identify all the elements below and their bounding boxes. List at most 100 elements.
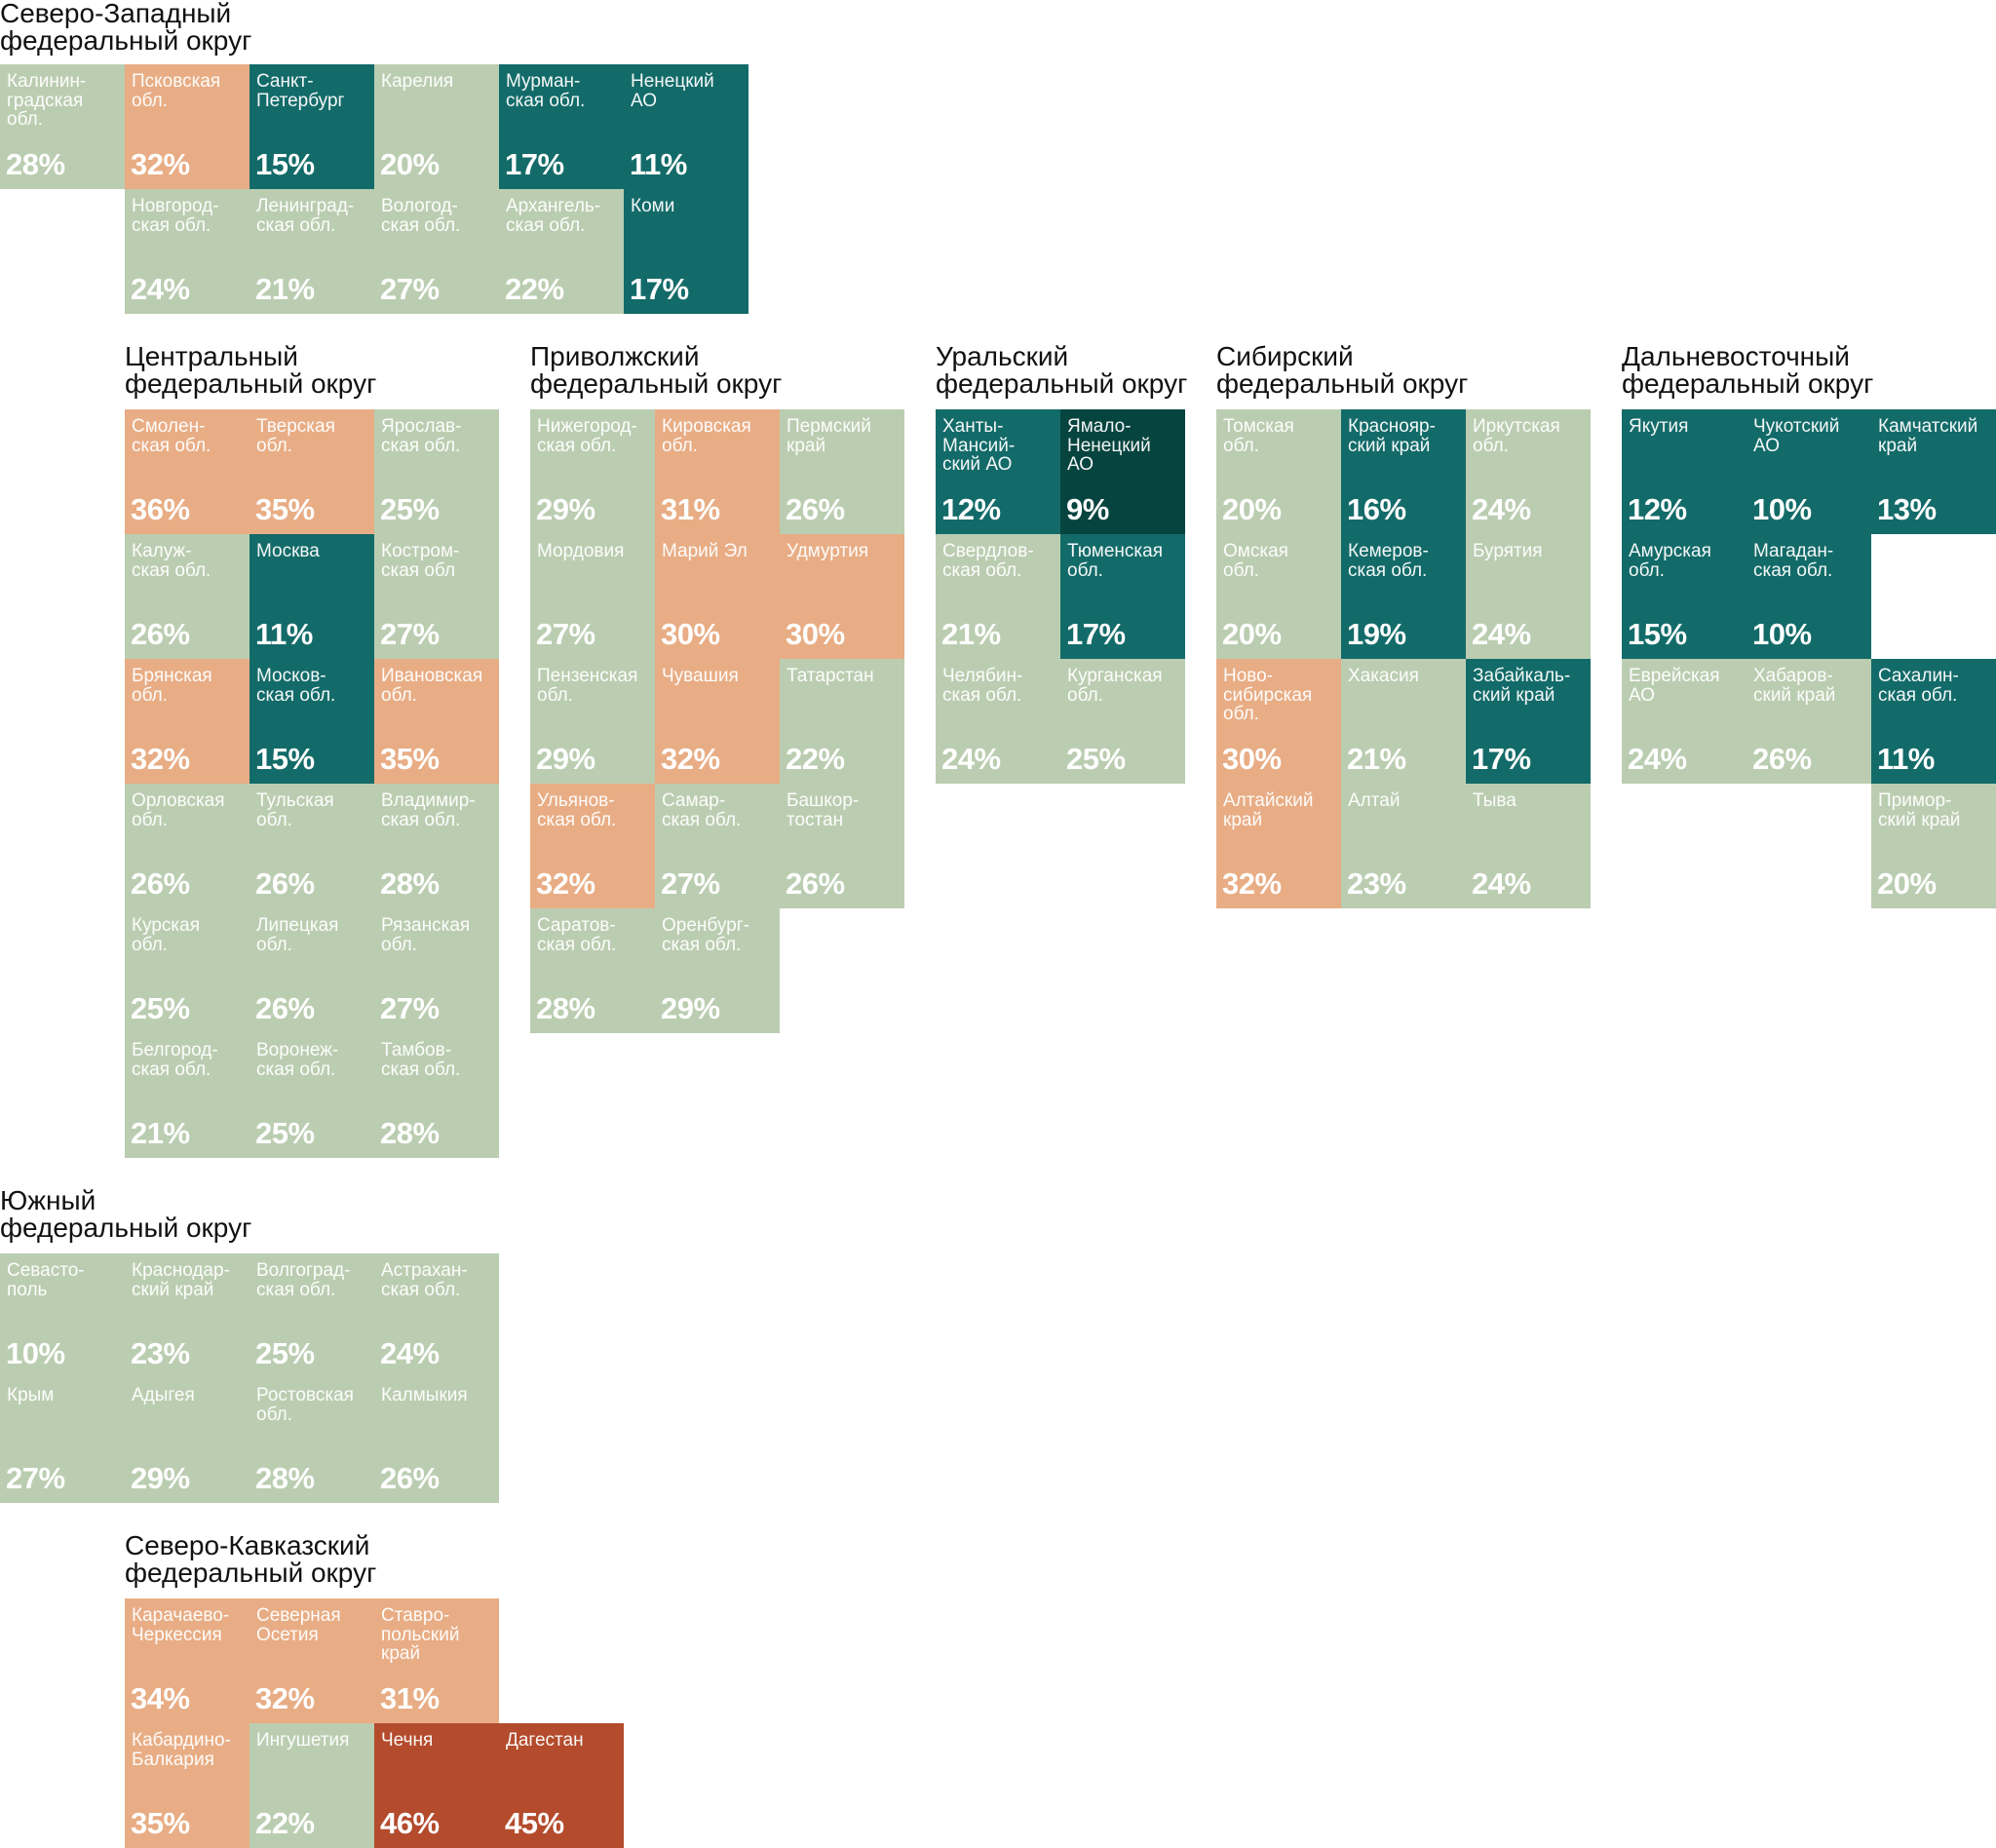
region-name: Москов- ская обл. (256, 666, 336, 706)
region-value: 17% (1472, 742, 1531, 776)
region-name: Кабардино- Балкария (132, 1730, 231, 1770)
region-name: Чечня (381, 1730, 434, 1751)
region-tile: Омская обл. 20% (1216, 534, 1341, 659)
region-tile: Тамбов- ская обл. 28% (374, 1033, 499, 1158)
region-name: Брянская обл. (132, 666, 212, 706)
region-tile: Тверская обл. 35% (250, 409, 374, 534)
region-name: Астрахан- ская обл. (381, 1260, 468, 1300)
region-tile: Крым 27% (0, 1378, 125, 1503)
region-tile: Ново- сибирская обл. 30% (1216, 659, 1341, 784)
region-value: 25% (255, 1116, 315, 1150)
region-name: Чувашия (662, 666, 739, 686)
region-value: 20% (1222, 492, 1282, 526)
district-title: Северо-Западный федеральный округ (0, 0, 251, 55)
region-value: 11% (255, 617, 313, 651)
region-name: Смолен- ская обл. (132, 416, 211, 456)
region-name: Краснояр- ский край (1348, 416, 1436, 456)
region-name: Ивановская обл. (381, 666, 483, 706)
region-name: Свердлов- ская обл. (942, 541, 1034, 581)
region-name: Якутия (1629, 416, 1689, 437)
region-name: Самар- ская обл. (662, 790, 742, 830)
region-tile: Архангель- ская обл. 22% (499, 189, 624, 314)
region-tile: Челябин- ская обл. 24% (936, 659, 1060, 784)
region-name: Магадан- ская обл. (1753, 541, 1834, 581)
region-value: 28% (536, 991, 595, 1025)
region-value: 22% (505, 272, 564, 306)
region-name: Кировская обл. (662, 416, 751, 456)
region-value: 24% (1628, 742, 1687, 776)
region-tile: Бурятия 24% (1466, 534, 1591, 659)
region-value: 21% (1347, 742, 1406, 776)
district-title-line: Южный (0, 1185, 96, 1215)
region-tile: Калмыкия 26% (374, 1378, 499, 1503)
region-value: 13% (1877, 492, 1937, 526)
region-tile: Томская обл. 20% (1216, 409, 1341, 534)
region-name: Алтайский край (1223, 790, 1314, 830)
region-name: Бурятия (1473, 541, 1543, 561)
region-tile: Кабардино- Балкария 35% (125, 1723, 250, 1848)
district-title: Южный федеральный округ (0, 1187, 251, 1242)
region-name: Липецкая обл. (256, 915, 339, 955)
region-value: 20% (1877, 866, 1937, 901)
region-name: Еврейская АО (1629, 666, 1720, 706)
region-tile: Астрахан- ская обл. 24% (374, 1253, 499, 1378)
region-tile: Чечня 46% (374, 1723, 499, 1848)
region-tile: Краснояр- ский край 16% (1341, 409, 1466, 534)
region-name: Калинин- градская обл. (7, 71, 87, 130)
region-value: 24% (1472, 617, 1531, 651)
region-tile: Курская обл. 25% (125, 908, 250, 1033)
region-tile: Карачаево- Черкессия 34% (125, 1598, 250, 1723)
region-tile: Рязанская обл. 27% (374, 908, 499, 1033)
region-tile: Ингушетия 22% (250, 1723, 374, 1848)
region-value: 17% (1066, 617, 1126, 651)
region-tile: Чувашия 32% (655, 659, 780, 784)
region-tile: Тюменская обл. 17% (1060, 534, 1185, 659)
district-title-line: Северо-Западный (0, 0, 232, 28)
district-title: Северо-Кавказский федеральный округ (125, 1532, 376, 1587)
region-value: 20% (1222, 617, 1282, 651)
region-tile: Ямало- Ненецкий АО 9% (1060, 409, 1185, 534)
region-name: Татарстан (787, 666, 874, 686)
region-name: Коми (631, 196, 675, 216)
region-value: 31% (380, 1681, 440, 1715)
region-tile: Тульская обл. 26% (250, 784, 374, 908)
region-name: Волгоград- ская обл. (256, 1260, 351, 1300)
region-value: 27% (380, 617, 440, 651)
region-value: 29% (661, 991, 720, 1025)
district-title: Приволжский федеральный округ (530, 343, 782, 398)
region-value: 20% (380, 147, 440, 181)
region-value: 30% (661, 617, 720, 651)
region-value: 27% (380, 272, 440, 306)
region-name: Ингушетия (256, 1730, 350, 1751)
region-value: 35% (380, 742, 440, 776)
region-name: Кемеров- ская обл. (1348, 541, 1429, 581)
region-tile: Якутия 12% (1622, 409, 1746, 534)
district-title: Дальневосточный федеральный округ (1622, 343, 1873, 398)
region-value: 16% (1347, 492, 1406, 526)
district-title-line: Центральный (125, 341, 298, 371)
region-tile: Ивановская обл. 35% (374, 659, 499, 784)
district-title-line: федеральный округ (1216, 368, 1469, 399)
region-value: 25% (255, 1336, 315, 1370)
region-value: 21% (131, 1116, 190, 1150)
region-name: Саратов- ская обл. (537, 915, 617, 955)
region-tile: Владимир- ская обл. 28% (374, 784, 499, 908)
region-tile: Пензенская обл. 29% (530, 659, 655, 784)
region-tile: Орловская обл. 26% (125, 784, 250, 908)
region-tile: Магадан- ская обл. 10% (1746, 534, 1871, 659)
region-name: Новгород- ская обл. (132, 196, 219, 236)
region-name: Иркутская обл. (1473, 416, 1560, 456)
region-tile: Ярослав- ская обл. 25% (374, 409, 499, 534)
region-tile: Саратов- ская обл. 28% (530, 908, 655, 1033)
region-tile: Краснодар- ский край 23% (125, 1253, 250, 1378)
region-name: Тульская обл. (256, 790, 334, 830)
region-value: 25% (131, 991, 190, 1025)
region-name: Ново- сибирская обл. (1223, 666, 1313, 724)
region-name: Псковская обл. (132, 71, 221, 111)
region-value: 15% (255, 147, 315, 181)
region-name: Карелия (381, 71, 454, 92)
district-title-line: федеральный округ (125, 368, 377, 399)
region-tile: Севасто- поль 10% (0, 1253, 125, 1378)
region-tile: Кировская обл. 31% (655, 409, 780, 534)
region-value: 26% (786, 492, 845, 526)
